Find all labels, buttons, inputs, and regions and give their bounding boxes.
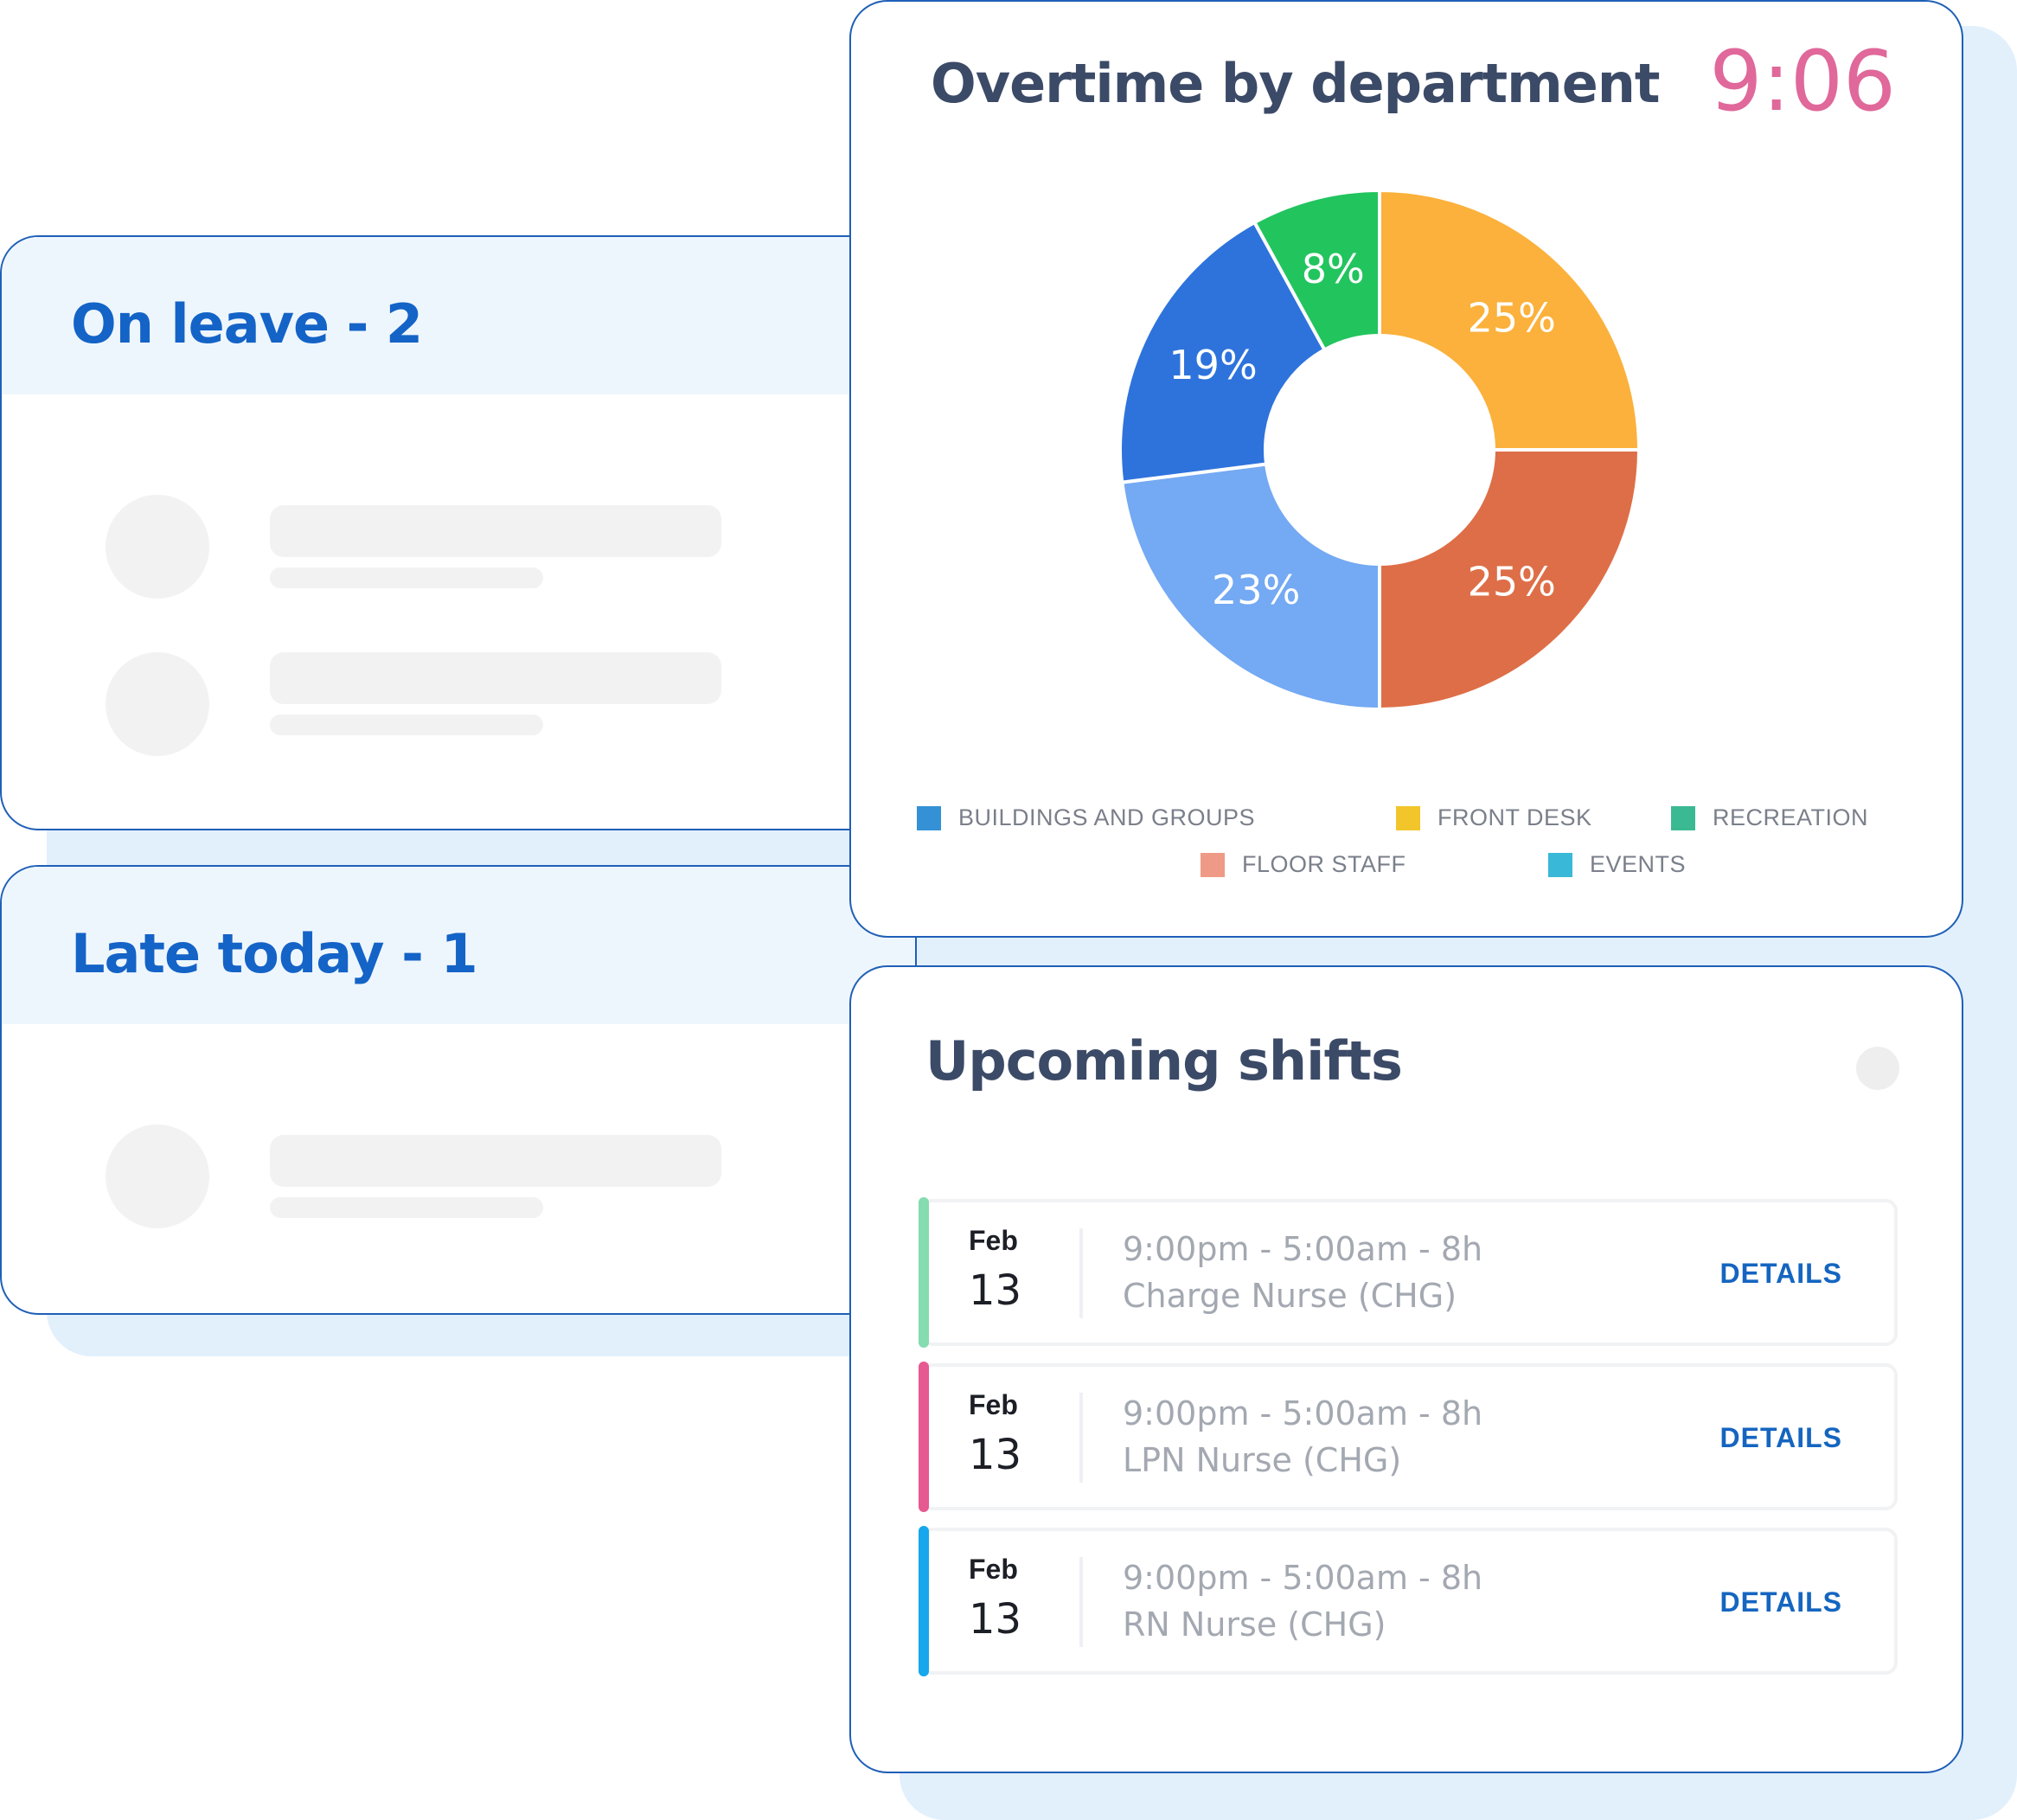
shift-role: LPN Nurse (CHG) <box>1123 1441 1402 1479</box>
skeleton-line <box>270 1197 543 1218</box>
donut-slice-label: 25% <box>1468 294 1556 341</box>
late-today-card: Late today - 1 <box>0 865 917 1315</box>
shift-time: 9:00pm - 5:00am - 8h <box>1123 1559 1483 1597</box>
skeleton-line <box>270 715 543 735</box>
shift-day: 13 <box>969 1266 1022 1315</box>
shift-accent-bar <box>919 1526 929 1676</box>
shift-details-button[interactable]: DETAILS <box>1719 1258 1842 1289</box>
shift-divider <box>1079 1557 1083 1647</box>
clock-display: 9:06 <box>1709 33 1896 130</box>
upcoming-shifts-title: Upcoming shifts <box>925 1029 1403 1093</box>
shift-accent-bar <box>919 1362 929 1512</box>
legend-item-buildings-and-groups: BUILDINGS AND GROUPS <box>917 804 1255 831</box>
legend-label: EVENTS <box>1590 851 1687 877</box>
donut-slice-label: 8% <box>1302 246 1365 292</box>
more-options-icon[interactable] <box>1856 1047 1899 1090</box>
skeleton-line <box>270 567 543 588</box>
shift-role: Charge Nurse (CHG) <box>1123 1277 1457 1315</box>
skeleton-avatar <box>106 652 209 756</box>
skeleton-line <box>270 505 721 557</box>
on-leave-title: On leave - 2 <box>71 292 423 356</box>
legend-swatch <box>1396 805 1420 830</box>
legend-label: BUILDINGS AND GROUPS <box>958 804 1256 830</box>
donut-slice-label: 25% <box>1468 559 1556 606</box>
skeleton-avatar <box>106 495 209 599</box>
shift-divider <box>1079 1228 1083 1318</box>
overtime-panel: Overtime by department 9:06 25% 25% 23% 19%… <box>849 0 1963 938</box>
shift-time: 9:00pm - 5:00am - 8h <box>1123 1394 1483 1432</box>
donut-slice <box>1378 448 1642 712</box>
shift-time: 9:00pm - 5:00am - 8h <box>1123 1230 1483 1268</box>
shift-month: Feb <box>969 1389 1018 1420</box>
shift-divider <box>1079 1393 1083 1483</box>
donut-slice <box>1378 188 1642 452</box>
shift-accent-bar <box>919 1197 929 1348</box>
late-today-header: Late today - 1 <box>2 867 915 1024</box>
upcoming-shifts-panel: Upcoming shifts Feb 13 9:00pm - 5:00am -… <box>849 965 1963 1773</box>
legend-swatch <box>917 805 941 830</box>
shift-row[interactable]: Feb 13 9:00pm - 5:00am - 8h LPN Nurse (C… <box>919 1362 1898 1512</box>
skeleton-line <box>270 1135 721 1187</box>
on-leave-card: On leave - 2 <box>0 235 917 830</box>
donut-slice <box>1118 220 1328 484</box>
shift-details-button[interactable]: DETAILS <box>1719 1422 1842 1453</box>
legend-label: FLOOR STAFF <box>1242 851 1406 877</box>
legend-item-events: EVENTS <box>1548 851 1686 878</box>
overtime-donut-chart: 25% 25% 23% 19% 8% <box>1118 188 1642 712</box>
donut-slice <box>1120 462 1381 712</box>
legend-swatch <box>1671 805 1695 830</box>
donut-slice-label: 23% <box>1212 567 1300 613</box>
legend-item-recreation: RECREATION <box>1671 804 1868 831</box>
donut-slice-label: 19% <box>1169 342 1257 388</box>
legend-item-floor-staff: FLOOR STAFF <box>1201 851 1406 878</box>
overtime-title: Overtime by department <box>931 52 1661 115</box>
skeleton-line <box>270 652 721 704</box>
shift-row[interactable]: Feb 13 9:00pm - 5:00am - 8h Charge Nurse… <box>919 1197 1898 1348</box>
legend-label: RECREATION <box>1713 804 1869 830</box>
donut-slice <box>1252 188 1381 353</box>
shift-role: RN Nurse (CHG) <box>1123 1605 1386 1644</box>
legend-item-front-desk: FRONT DESK <box>1396 804 1592 831</box>
legend-swatch <box>1201 852 1225 877</box>
shift-month: Feb <box>969 1225 1018 1256</box>
legend-swatch <box>1548 852 1572 877</box>
on-leave-header: On leave - 2 <box>2 237 915 394</box>
shift-month: Feb <box>969 1554 1018 1585</box>
late-today-title: Late today - 1 <box>71 922 478 985</box>
skeleton-avatar <box>106 1125 209 1228</box>
shift-day: 13 <box>969 1595 1022 1644</box>
shift-details-button[interactable]: DETAILS <box>1719 1586 1842 1618</box>
shift-day: 13 <box>969 1431 1022 1479</box>
legend-label: FRONT DESK <box>1438 804 1592 830</box>
shift-row[interactable]: Feb 13 9:00pm - 5:00am - 8h RN Nurse (CH… <box>919 1526 1898 1676</box>
